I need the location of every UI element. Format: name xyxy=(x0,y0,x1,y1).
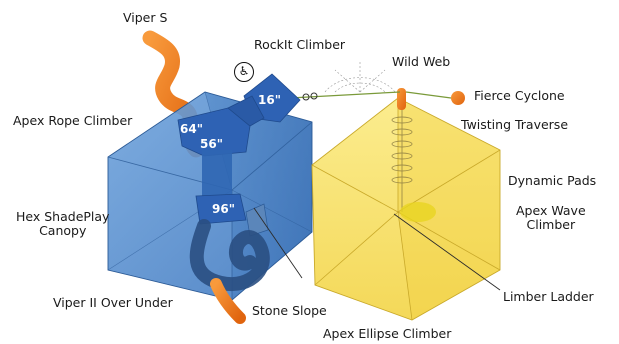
label-limber-ladder: Limber Ladder xyxy=(503,289,594,304)
label-dynamic-pads: Dynamic Pads xyxy=(508,173,597,188)
label-hex-shadeplay-line2: Canopy xyxy=(39,223,87,238)
label-viper-s: Viper S xyxy=(123,10,168,25)
viper-ii-slide xyxy=(189,219,270,291)
wild-web-cable xyxy=(289,91,401,99)
twisting-traverse-coil xyxy=(391,100,413,212)
deck-96 xyxy=(195,193,247,225)
label-stone-slope: Stone Slope xyxy=(252,303,327,318)
viper-ii-slide-exit xyxy=(210,278,246,324)
apex-wave-climber-shape xyxy=(400,202,436,222)
label-apex-rope-climber: Apex Rope Climber xyxy=(13,113,133,128)
label-hex-shadeplay-line1: Hex ShadePlay xyxy=(16,209,110,224)
dim-64: 64" xyxy=(180,122,203,136)
dim-56: 56" xyxy=(200,137,223,151)
label-viper-ii-over-under: Viper II Over Under xyxy=(53,295,173,310)
label-apex-wave-climber: Apex Wave Climber xyxy=(516,204,586,232)
label-apex-ellipse-climber: Apex Ellipse Climber xyxy=(323,326,452,341)
label-wild-web: Wild Web xyxy=(392,54,451,69)
fierce-cyclone-ball xyxy=(451,91,465,105)
leader-lines xyxy=(253,207,501,291)
label-fierce-cyclone: Fierce Cyclone xyxy=(474,88,565,103)
label-apex-wave-climber-line1: Apex Wave xyxy=(516,203,586,218)
dim-96: 96" xyxy=(212,202,235,216)
label-rockit-climber: RockIt Climber xyxy=(254,37,346,52)
label-hex-shadeplay-canopy: Hex ShadePlay Canopy xyxy=(16,210,109,238)
stone-slope-panel xyxy=(245,203,269,237)
deck-post xyxy=(202,150,232,200)
label-apex-wave-climber-line2: Climber xyxy=(526,217,576,232)
cable-connector xyxy=(302,92,318,101)
label-twisting-traverse: Twisting Traverse xyxy=(461,117,569,132)
dim-16: 16" xyxy=(258,93,281,107)
deck-connector xyxy=(227,95,265,127)
wild-web-net xyxy=(324,62,396,93)
wheelchair-icon: ♿ xyxy=(234,62,254,82)
fierce-cyclone-post xyxy=(397,88,406,110)
